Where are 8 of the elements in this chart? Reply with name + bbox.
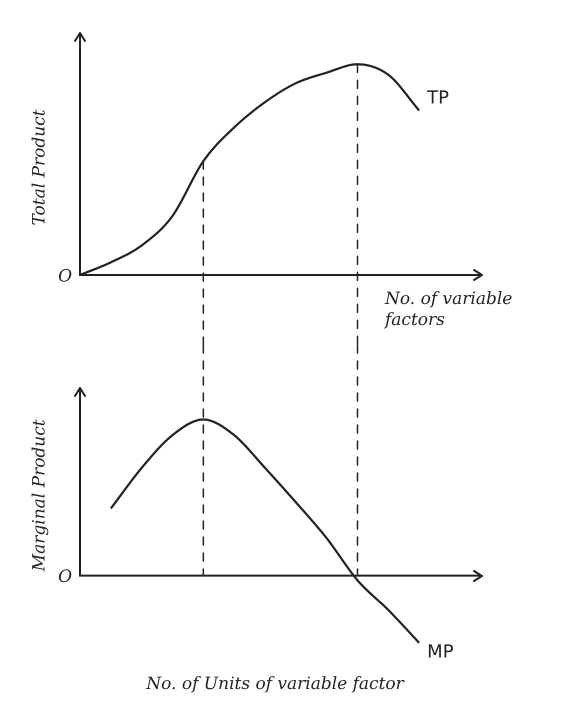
- series-label: TP: [426, 87, 450, 108]
- y-axis-title: Marginal Product: [29, 419, 50, 572]
- x-axis-title: No. of Units of variable factor: [145, 674, 405, 694]
- text: O: [58, 567, 72, 588]
- x-axis-title: No. of variable factors: [383, 288, 512, 330]
- series-label: MP: [427, 642, 454, 663]
- text: O: [58, 266, 72, 286]
- y-axis-title: Total Product: [29, 109, 50, 226]
